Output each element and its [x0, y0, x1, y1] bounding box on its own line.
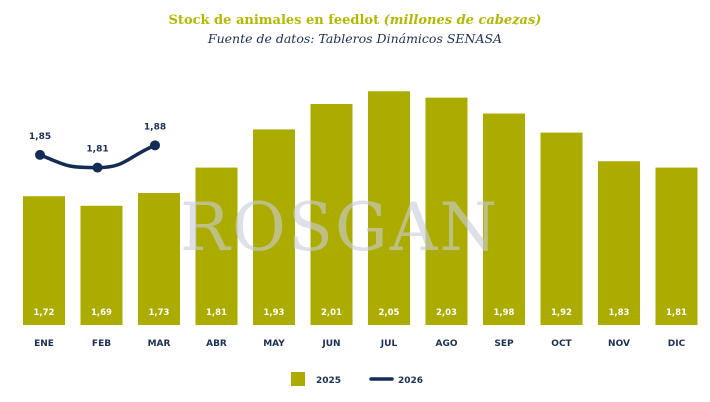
- bar-nov: [598, 161, 640, 325]
- bar-oct: [540, 132, 583, 325]
- bar-label-mar: 1,73: [149, 308, 170, 318]
- bar-label-jul: 2,05: [379, 308, 400, 318]
- bar-ago: [425, 97, 468, 325]
- bar-label-abr: 1,81: [206, 308, 227, 318]
- bar-label-nov: 1,83: [609, 308, 630, 318]
- bar-mar: [138, 193, 180, 325]
- legend-label-2026: 2026: [398, 376, 423, 386]
- x-tick-jul: JUL: [380, 339, 398, 349]
- bar-ene: [23, 196, 65, 325]
- bar-label-ago: 2,03: [436, 308, 457, 318]
- bar-label-feb: 1,69: [91, 308, 112, 318]
- x-tick-may: MAY: [263, 339, 285, 349]
- bar-abr: [195, 167, 238, 325]
- bar-label-ene: 1,72: [34, 308, 55, 318]
- point-label-2026-ene: 1,85: [29, 132, 51, 142]
- point-label-2026-mar: 1,88: [144, 122, 166, 132]
- x-tick-ago: AGO: [435, 339, 457, 349]
- x-tick-ene: ENE: [34, 339, 54, 349]
- chart-title: Stock de animales en feedlot (millones d…: [168, 13, 542, 28]
- x-tick-sep: SEP: [494, 339, 514, 349]
- x-tick-mar: MAR: [148, 339, 171, 349]
- chart-subtitle: Fuente de datos: Tableros Dinámicos SENA…: [207, 31, 503, 46]
- bar-label-dic: 1,81: [666, 308, 687, 318]
- bar-label-may: 1,93: [264, 308, 285, 318]
- point-2026-mar: [150, 140, 160, 151]
- legend-swatch-2025: [291, 372, 305, 386]
- bar-jul: [368, 91, 410, 326]
- bar-label-oct: 1,92: [551, 308, 572, 318]
- point-2026-feb: [92, 162, 103, 173]
- point-2026-ene: [35, 149, 45, 160]
- legend-label-2025: 2025: [316, 376, 341, 386]
- bar-jun: [310, 103, 353, 326]
- x-tick-oct: OCT: [551, 339, 572, 349]
- bar-label-jun: 2,01: [321, 308, 342, 318]
- x-tick-abr: ABR: [206, 339, 227, 349]
- watermark: ROSGAN: [180, 189, 499, 266]
- bar-may: [253, 129, 295, 325]
- point-label-2026-feb: 1,81: [86, 145, 108, 155]
- bar-label-sep: 1,98: [494, 308, 515, 318]
- x-tick-nov: NOV: [608, 339, 630, 349]
- x-tick-feb: FEB: [92, 339, 111, 349]
- bar-sep: [483, 113, 525, 325]
- x-tick-dic: DIC: [668, 339, 686, 349]
- bar-dic: [655, 167, 698, 325]
- bar-feb: [80, 205, 123, 325]
- x-tick-jun: JUN: [321, 339, 340, 349]
- legend: 2025 2026: [291, 372, 423, 386]
